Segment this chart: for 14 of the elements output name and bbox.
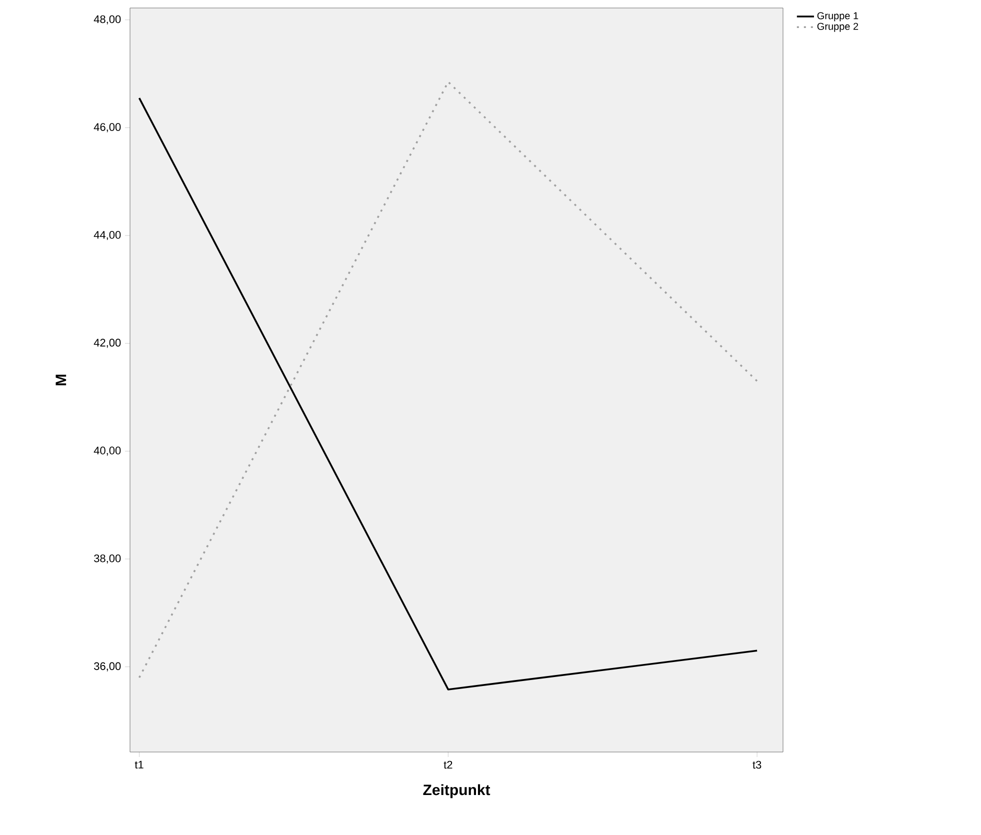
y-tick-label: 40,00	[94, 446, 121, 456]
legend-label: Gruppe 1	[817, 12, 858, 22]
x-axis-title: Zeitpunkt	[423, 784, 490, 798]
y-tick-label: 48,00	[94, 15, 121, 24]
x-tick-label: t2	[444, 760, 452, 769]
legend-label: Gruppe 2	[817, 22, 858, 32]
y-tick-label: 36,00	[94, 662, 121, 672]
y-axis-title: M	[56, 374, 66, 386]
y-tick-label: 44,00	[94, 230, 121, 240]
x-tick-label: t1	[134, 760, 144, 769]
y-tick-label: 42,00	[94, 338, 121, 348]
y-tick-label: 46,00	[94, 123, 121, 132]
y-tick-label: 38,00	[94, 554, 121, 564]
x-tick-label: t3	[752, 760, 762, 769]
